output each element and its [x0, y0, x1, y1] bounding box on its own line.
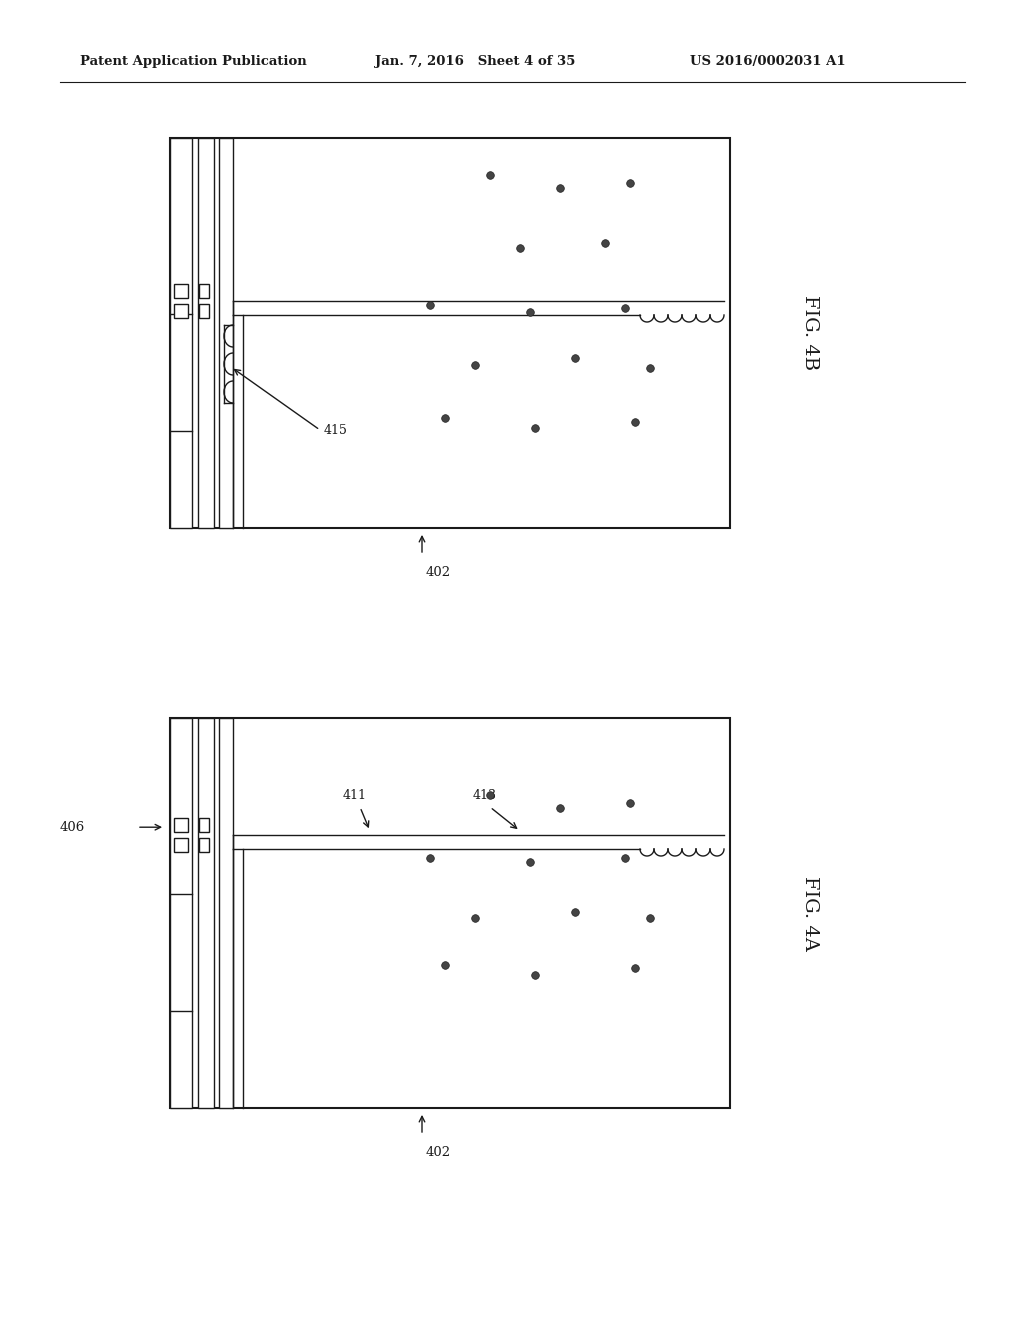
- Text: 402: 402: [426, 566, 452, 579]
- Bar: [174, 304, 188, 318]
- Bar: [170, 718, 193, 1107]
- Text: 415: 415: [324, 424, 348, 437]
- Bar: [174, 818, 188, 832]
- Text: 413: 413: [473, 789, 497, 803]
- Bar: [198, 139, 214, 528]
- Text: US 2016/0002031 A1: US 2016/0002031 A1: [690, 55, 846, 69]
- Bar: [199, 818, 209, 832]
- Text: 402: 402: [426, 1146, 452, 1159]
- Bar: [198, 718, 214, 1107]
- Text: Patent Application Publication: Patent Application Publication: [80, 55, 307, 69]
- Bar: [174, 284, 188, 298]
- Text: 406: 406: [59, 821, 85, 834]
- Text: 411: 411: [343, 789, 367, 803]
- Bar: [174, 838, 188, 851]
- Bar: [199, 304, 209, 318]
- Bar: [170, 718, 730, 1107]
- Text: Jan. 7, 2016   Sheet 4 of 35: Jan. 7, 2016 Sheet 4 of 35: [375, 55, 575, 69]
- Bar: [219, 718, 233, 1107]
- Bar: [219, 139, 233, 528]
- Text: FIG. 4B: FIG. 4B: [801, 296, 819, 371]
- Text: FIG. 4A: FIG. 4A: [801, 875, 819, 950]
- Bar: [199, 284, 209, 298]
- Bar: [199, 838, 209, 851]
- Bar: [170, 139, 730, 528]
- Bar: [170, 139, 193, 528]
